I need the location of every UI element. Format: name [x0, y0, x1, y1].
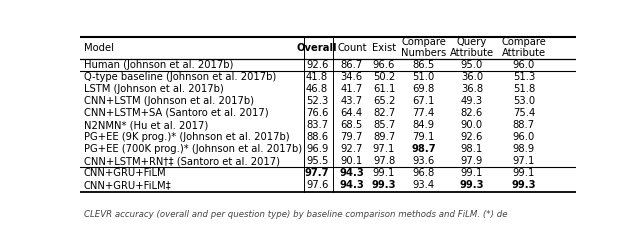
Text: 86.7: 86.7 — [340, 60, 363, 70]
Text: 89.7: 89.7 — [373, 132, 395, 142]
Text: 88.6: 88.6 — [306, 132, 328, 142]
Text: 97.1: 97.1 — [513, 156, 535, 166]
Text: 99.3: 99.3 — [511, 181, 536, 190]
Text: 36.8: 36.8 — [461, 84, 483, 94]
Text: 86.5: 86.5 — [413, 60, 435, 70]
Text: 76.6: 76.6 — [306, 108, 328, 118]
Text: 95.5: 95.5 — [306, 156, 328, 166]
Text: CNN+GRU+FiLM‡: CNN+GRU+FiLM‡ — [84, 181, 172, 190]
Text: 99.3: 99.3 — [372, 181, 396, 190]
Text: 41.8: 41.8 — [306, 72, 328, 82]
Text: 97.6: 97.6 — [306, 181, 328, 190]
Text: 97.7: 97.7 — [305, 168, 330, 178]
Text: Overall: Overall — [297, 43, 337, 53]
Text: 95.0: 95.0 — [461, 60, 483, 70]
Text: Count: Count — [337, 43, 367, 53]
Text: 82.6: 82.6 — [461, 108, 483, 118]
Text: 51.0: 51.0 — [413, 72, 435, 82]
Text: 99.3: 99.3 — [460, 181, 484, 190]
Text: Model: Model — [84, 43, 114, 53]
Text: Exist: Exist — [372, 43, 396, 53]
Text: 93.4: 93.4 — [413, 181, 435, 190]
Text: 98.9: 98.9 — [513, 144, 535, 154]
Text: Query
Attribute: Query Attribute — [450, 37, 494, 59]
Text: 96.0: 96.0 — [513, 132, 535, 142]
Text: 97.1: 97.1 — [373, 144, 396, 154]
Text: 99.1: 99.1 — [461, 168, 483, 178]
Text: Q-type baseline (Johnson et al. 2017b): Q-type baseline (Johnson et al. 2017b) — [84, 72, 276, 82]
Text: 51.8: 51.8 — [513, 84, 535, 94]
Text: 46.8: 46.8 — [306, 84, 328, 94]
Text: 36.0: 36.0 — [461, 72, 483, 82]
Text: PG+EE (9K prog.)* (Johnson et al. 2017b): PG+EE (9K prog.)* (Johnson et al. 2017b) — [84, 132, 289, 142]
Text: 41.7: 41.7 — [340, 84, 363, 94]
Text: 94.3: 94.3 — [339, 181, 364, 190]
Text: 92.6: 92.6 — [306, 60, 328, 70]
Text: 97.9: 97.9 — [461, 156, 483, 166]
Text: 90.0: 90.0 — [461, 120, 483, 130]
Text: 67.1: 67.1 — [413, 96, 435, 106]
Text: N2NMN* (Hu et al. 2017): N2NMN* (Hu et al. 2017) — [84, 120, 208, 130]
Text: 77.4: 77.4 — [413, 108, 435, 118]
Text: 96.8: 96.8 — [413, 168, 435, 178]
Text: 96.0: 96.0 — [513, 60, 535, 70]
Text: 61.1: 61.1 — [373, 84, 396, 94]
Text: 34.6: 34.6 — [340, 72, 363, 82]
Text: 75.4: 75.4 — [513, 108, 535, 118]
Text: 94.3: 94.3 — [339, 168, 364, 178]
Text: 82.7: 82.7 — [373, 108, 395, 118]
Text: Human (Johnson et al. 2017b): Human (Johnson et al. 2017b) — [84, 60, 234, 70]
Text: 49.3: 49.3 — [461, 96, 483, 106]
Text: CLEVR accuracy (overall and per question type) by baseline comparison methods an: CLEVR accuracy (overall and per question… — [84, 210, 508, 219]
Text: Compare
Numbers: Compare Numbers — [401, 37, 446, 59]
Text: 99.1: 99.1 — [373, 168, 396, 178]
Text: 69.8: 69.8 — [413, 84, 435, 94]
Text: 53.0: 53.0 — [513, 96, 535, 106]
Text: CNN+GRU+FiLM: CNN+GRU+FiLM — [84, 168, 166, 178]
Text: 98.1: 98.1 — [461, 144, 483, 154]
Text: CNN+LSTM+SA (Santoro et al. 2017): CNN+LSTM+SA (Santoro et al. 2017) — [84, 108, 269, 118]
Text: 99.1: 99.1 — [513, 168, 535, 178]
Text: 85.7: 85.7 — [373, 120, 395, 130]
Text: 96.9: 96.9 — [306, 144, 328, 154]
Text: PG+EE (700K prog.)* (Johnson et al. 2017b): PG+EE (700K prog.)* (Johnson et al. 2017… — [84, 144, 302, 154]
Text: 50.2: 50.2 — [373, 72, 395, 82]
Text: 97.8: 97.8 — [373, 156, 395, 166]
Text: 96.6: 96.6 — [373, 60, 396, 70]
Text: 90.1: 90.1 — [340, 156, 363, 166]
Text: 79.7: 79.7 — [340, 132, 363, 142]
Text: 83.7: 83.7 — [306, 120, 328, 130]
Text: CNN+LSTM (Johnson et al. 2017b): CNN+LSTM (Johnson et al. 2017b) — [84, 96, 254, 106]
Text: Compare
Attribute: Compare Attribute — [502, 37, 547, 59]
Text: 79.1: 79.1 — [413, 132, 435, 142]
Text: LSTM (Johnson et al. 2017b): LSTM (Johnson et al. 2017b) — [84, 84, 224, 94]
Text: 43.7: 43.7 — [340, 96, 363, 106]
Text: 92.6: 92.6 — [461, 132, 483, 142]
Text: 93.6: 93.6 — [413, 156, 435, 166]
Text: 64.4: 64.4 — [340, 108, 363, 118]
Text: 84.9: 84.9 — [413, 120, 435, 130]
Text: 68.5: 68.5 — [340, 120, 363, 130]
Text: CNN+LSTM+RN†‡ (Santoro et al. 2017): CNN+LSTM+RN†‡ (Santoro et al. 2017) — [84, 156, 280, 166]
Text: 65.2: 65.2 — [373, 96, 396, 106]
Text: 98.7: 98.7 — [412, 144, 436, 154]
Text: 52.3: 52.3 — [306, 96, 328, 106]
Text: 51.3: 51.3 — [513, 72, 535, 82]
Text: 92.7: 92.7 — [340, 144, 363, 154]
Text: 88.7: 88.7 — [513, 120, 535, 130]
